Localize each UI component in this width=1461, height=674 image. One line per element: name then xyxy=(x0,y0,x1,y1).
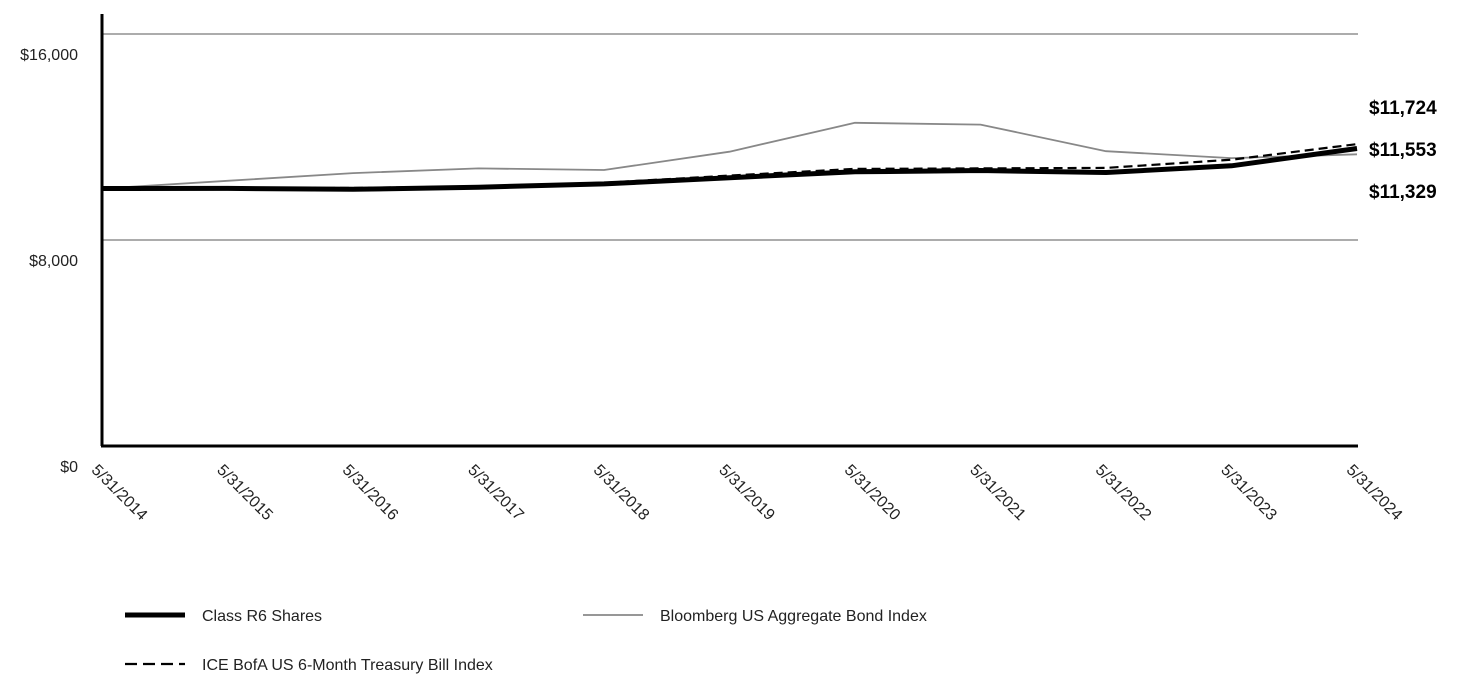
end-value-label: $11,553 xyxy=(1369,140,1437,161)
legend-label: ICE BofA US 6-Month Treasury Bill Index xyxy=(202,657,493,674)
x-axis-tick-labels: 5/31/2014 5/31/2015 5/31/2016 5/31/2017 5/31… xyxy=(88,462,1405,524)
y-tick-label: $16,000 xyxy=(20,47,78,64)
x-tick-label: 5/31/2015 xyxy=(213,462,275,524)
legend-label: Class R6 Shares xyxy=(202,608,322,625)
series-line xyxy=(102,144,1357,188)
x-tick-label: 5/31/2022 xyxy=(1092,462,1154,524)
x-tick-label: 5/31/2023 xyxy=(1217,462,1279,524)
gridlines xyxy=(102,34,1358,240)
x-tick-label: 5/31/2016 xyxy=(339,462,401,524)
legend: Class R6 Shares Bloomberg US Aggregate Bo… xyxy=(125,608,927,674)
x-tick-label: 5/31/2020 xyxy=(841,462,903,524)
x-tick-label: 5/31/2017 xyxy=(464,462,526,524)
x-tick-label: 5/31/2024 xyxy=(1343,462,1405,524)
x-tick-label: 5/31/2021 xyxy=(966,462,1028,524)
x-tick-label: 5/31/2019 xyxy=(715,462,777,524)
y-axis-tick-labels: $0 $8,000 $16,000 xyxy=(20,47,78,476)
end-value-label: $11,724 xyxy=(1369,98,1437,119)
y-tick-label: $8,000 xyxy=(29,253,78,270)
x-tick-label: 5/31/2018 xyxy=(590,462,652,524)
legend-label: Bloomberg US Aggregate Bond Index xyxy=(660,608,927,625)
series-lines xyxy=(102,123,1357,190)
end-value-label: $11,329 xyxy=(1369,182,1437,203)
axes xyxy=(101,14,1358,446)
x-tick-label: 5/31/2014 xyxy=(88,462,150,524)
y-tick-label: $0 xyxy=(60,459,78,476)
end-value-labels: $11,724 $11,553 $11,329 xyxy=(1369,98,1437,203)
